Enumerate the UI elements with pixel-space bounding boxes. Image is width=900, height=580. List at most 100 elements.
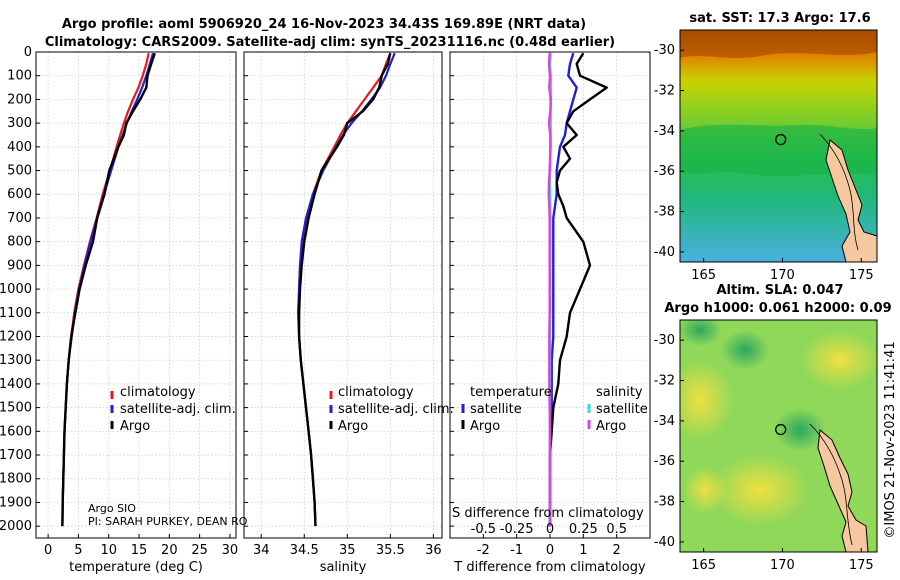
sst-land-new-zealand (825, 139, 877, 262)
map-y-tick-label: -40 (654, 245, 675, 260)
x-tick-label: 20 (161, 543, 178, 558)
legend-satellite-label: satellite-adj. clim. (120, 402, 236, 417)
sla-high-anomaly (680, 360, 734, 440)
map-x-tick-label: 170 (770, 268, 795, 283)
y-tick-label: 500 (7, 164, 32, 179)
s-difference-tick-label: -0.25 (500, 522, 534, 537)
sst-map-title: sat. SST: 17.3 Argo: 17.6 (689, 11, 870, 26)
map-y-tick-label: -34 (654, 414, 675, 429)
y-tick-label: 1500 (0, 401, 32, 416)
sla-low-anomaly (774, 408, 826, 452)
map-y-tick-label: -36 (654, 454, 675, 469)
x-tick-label: 1 (579, 543, 587, 558)
sla-map-title-1: Altim. SLA: 0.047 (717, 283, 844, 298)
y-tick-label: 800 (7, 235, 32, 250)
x-tick-label: 5 (74, 543, 82, 558)
sst-map (680, 30, 877, 262)
legend-temperature-title: temperature (470, 385, 552, 400)
sst-argo-position-marker (775, 133, 787, 146)
temperature-panel: 0 5 10 15 20 25 30 temperature (deg C) 0 100 200 30… (0, 45, 238, 575)
credit-line-2: PI: SARAH PURKEY, DEAN RO (88, 515, 248, 528)
s-difference-tick-label: -0.5 (471, 522, 496, 537)
salinity-legend: climatology satellite-adj. clim. Argo (329, 385, 454, 434)
x-tick-label: 34.5 (290, 543, 319, 558)
sla-low-anomaly (721, 330, 769, 370)
legend-salinity-title: salinity (596, 385, 643, 400)
x-tick-label: 0 (44, 543, 52, 558)
y-tick-label: 1000 (0, 282, 32, 297)
header-line-2: Climatology: CARS2009. Satellite-adj cli… (45, 35, 615, 50)
legend-climatology-label: climatology (120, 385, 196, 400)
series-line-argo (61, 52, 156, 527)
x-tick-label: 36 (425, 543, 442, 558)
sla-bathymetry-contour (809, 423, 853, 546)
legend-climatology-label: climatology (338, 385, 414, 400)
x-tick-label: -2 (477, 543, 490, 558)
y-tick-label: 200 (7, 92, 32, 107)
s-difference-axis-label: S difference from climatology (452, 506, 644, 521)
s-difference-tick-label: 0.25 (569, 522, 598, 537)
legend-s-argo-label: Argo (596, 419, 626, 434)
salinity-panel: 34 34.5 35 35.5 36 salinity (243, 51, 443, 575)
sla-low-anomaly (680, 320, 722, 346)
map-x-tick-label: 175 (849, 558, 874, 573)
sst-bathymetry-contour (819, 133, 859, 251)
legend-t-satellite-label: satellite (470, 402, 522, 417)
sla-land-new-zealand (817, 429, 869, 552)
x-tick-label: 10 (100, 543, 117, 558)
x-tick-label: 35.5 (376, 543, 405, 558)
map-y-tick-label: -32 (654, 374, 675, 389)
credit-line-1: Argo SIO (88, 502, 136, 515)
x-axis-label: T difference from climatology (453, 560, 646, 575)
y-tick-label: 1700 (0, 448, 32, 463)
map-y-tick-label: -30 (654, 333, 675, 348)
x-tick-label: -1 (510, 543, 523, 558)
panel-frame (35, 51, 237, 539)
imos-watermark: ©IMOS 21-Nov-2023 11:41:41 (883, 341, 898, 538)
y-tick-label: 1600 (0, 424, 32, 439)
y-tick-label: 2000 (0, 519, 32, 534)
map-x-tick-label: 175 (849, 268, 874, 283)
sla-high-anomaly (683, 466, 727, 514)
map-x-tick-label: 165 (691, 558, 716, 573)
x-tick-label: 34 (253, 543, 270, 558)
y-tick-label: 0 (24, 45, 32, 60)
sla-argo-position-marker (775, 423, 787, 436)
s-difference-tick-labels: -0.5 -0.25 0 0.25 0.5 (471, 522, 627, 537)
s-difference-tick-label: 0 (546, 522, 554, 537)
y-tick-label: 300 (7, 116, 32, 131)
sla-map-title-2: Argo h1000: 0.061 h2000: 0.09 (664, 301, 891, 316)
sla-map-frame (679, 319, 878, 553)
y-tick-label: 1100 (0, 306, 32, 321)
sla-map-ticks: 165 170 175 -30 -32 -34 -36 -38 -40 (654, 333, 874, 573)
sst-map-ticks: 165 170 175 -30 -32 -34 -36 -38 -40 (654, 43, 874, 283)
panel-frame (243, 51, 443, 539)
x-tick-label: 30 (222, 543, 239, 558)
y-tick-label: 1300 (0, 353, 32, 368)
map-y-tick-label: -36 (654, 164, 675, 179)
temperature-legend: climatology satellite-adj. clim. Argo (110, 385, 236, 434)
sst-map-frame (679, 29, 878, 263)
series-line-argo (297, 52, 392, 527)
map-y-tick-label: -34 (654, 124, 675, 139)
x-tick-label: 35 (339, 543, 356, 558)
map-y-tick-label: -32 (654, 84, 675, 99)
map-y-tick-label: -38 (654, 205, 675, 220)
legend-argo-label: Argo (338, 419, 368, 434)
y-tick-label: 600 (7, 187, 32, 202)
series-line-t-argo (548, 52, 608, 527)
legend-t-argo-label: Argo (470, 419, 500, 434)
map-y-tick-label: -40 (654, 535, 675, 550)
x-tick-label: 25 (191, 543, 208, 558)
y-tick-label: 100 (7, 69, 32, 84)
series-line-s-argo (547, 53, 552, 527)
y-tick-label: 1900 (0, 495, 32, 510)
sla-high-anomaly (710, 454, 810, 526)
s-difference-tick-label: 0.5 (606, 522, 627, 537)
x-tick-label: 15 (131, 543, 148, 558)
y-tick-label: 400 (7, 140, 32, 155)
x-tick-label: 0 (546, 543, 554, 558)
sst-warm-band (680, 30, 877, 58)
map-x-tick-label: 165 (691, 268, 716, 283)
